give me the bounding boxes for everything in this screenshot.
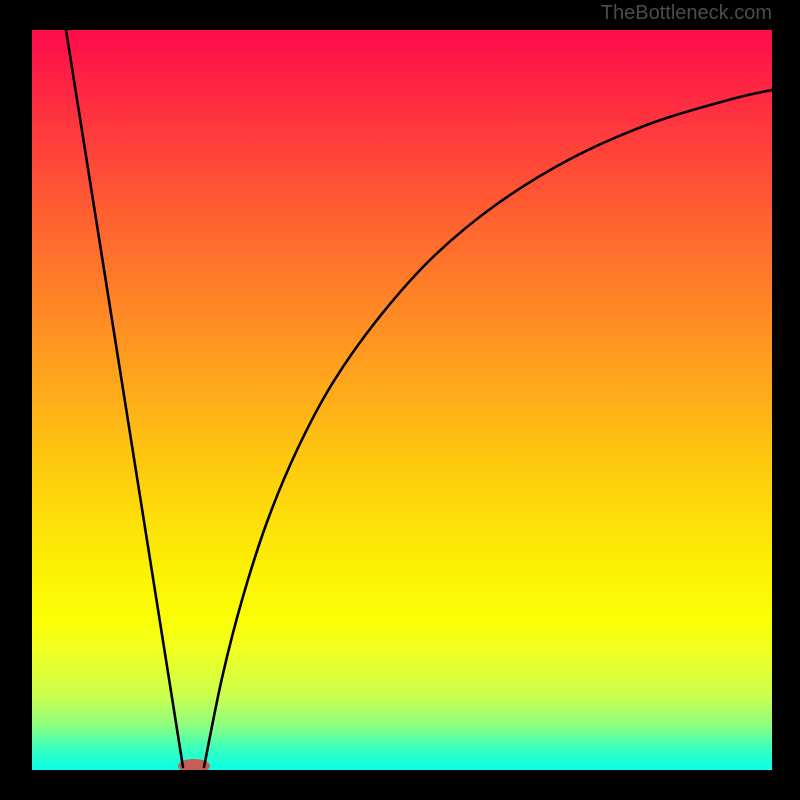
left-curve <box>66 30 183 767</box>
watermark-text: TheBottleneck.com <box>601 2 772 25</box>
right-curve <box>204 90 772 767</box>
chart-curves <box>32 30 772 770</box>
